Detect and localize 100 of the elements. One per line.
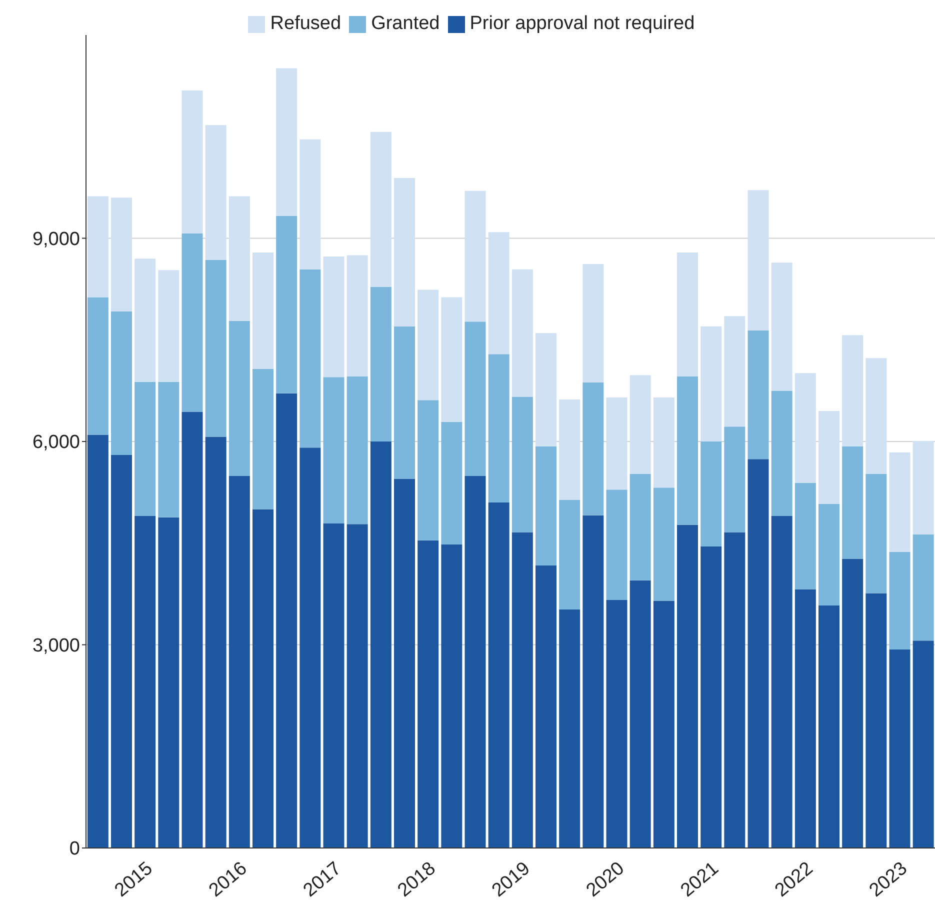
bar [276, 393, 298, 848]
y-tick-label: 0 [69, 838, 80, 860]
bar [158, 517, 180, 848]
bar [300, 448, 321, 848]
bar [582, 382, 604, 516]
bar [205, 260, 226, 437]
bar [866, 358, 887, 474]
bar [158, 382, 180, 518]
bar [346, 524, 368, 848]
bar [866, 593, 887, 848]
bar [842, 446, 864, 559]
bar [700, 442, 722, 547]
bar [748, 190, 769, 330]
bar [724, 426, 746, 532]
bar [252, 369, 274, 510]
bar [87, 196, 108, 298]
bar [771, 516, 792, 848]
bar [418, 290, 439, 400]
bar [228, 196, 250, 321]
bar [276, 68, 298, 216]
bar [300, 139, 321, 270]
bar [87, 434, 108, 848]
bar [559, 399, 580, 500]
bar [818, 504, 840, 606]
bar [748, 330, 769, 460]
bar [512, 532, 533, 848]
bar [252, 509, 274, 848]
bar [630, 474, 651, 580]
bar [370, 287, 392, 442]
bar [536, 565, 556, 848]
bar [582, 515, 604, 848]
bar [182, 90, 203, 234]
bar [818, 605, 840, 848]
bar [370, 132, 392, 288]
bar [606, 600, 628, 848]
bar [724, 532, 746, 848]
bar [794, 589, 816, 848]
bar [889, 552, 910, 650]
bar [630, 580, 651, 848]
bar [794, 482, 816, 590]
bar [771, 262, 792, 391]
bar [488, 502, 510, 848]
bar [158, 270, 180, 382]
bar [182, 412, 203, 848]
bar [512, 396, 533, 532]
legend-label: Prior approval not required [468, 13, 695, 35]
bar [394, 326, 415, 479]
y-tick-label: 6,000 [32, 432, 80, 454]
bar [464, 322, 486, 476]
bar [111, 198, 132, 312]
bar [559, 500, 580, 610]
bar [205, 436, 226, 848]
bar [87, 297, 108, 435]
bar [912, 640, 934, 848]
bar [323, 523, 344, 848]
bar [228, 476, 250, 848]
bar [677, 252, 698, 376]
bar [464, 190, 486, 322]
bar [653, 600, 674, 848]
bar [252, 252, 274, 370]
bar [300, 269, 321, 448]
y-tick-label: 9,000 [32, 228, 80, 250]
bar [111, 455, 132, 848]
bar [606, 397, 628, 490]
bar [630, 375, 651, 474]
bar [394, 478, 415, 848]
bar [418, 540, 439, 848]
bar [441, 422, 462, 544]
bar [700, 546, 722, 848]
bar [912, 440, 934, 534]
legend-label: Refused [269, 13, 342, 35]
bar [677, 376, 698, 525]
bar [512, 269, 533, 397]
bar [536, 333, 556, 446]
bar [842, 335, 864, 446]
bar [724, 316, 746, 427]
bar [794, 373, 816, 483]
bar [228, 320, 250, 476]
bar [111, 311, 132, 456]
bar [653, 397, 674, 488]
bar [889, 649, 910, 848]
bar [441, 544, 462, 848]
bar [653, 488, 674, 601]
bar [700, 326, 722, 442]
bar [582, 264, 604, 383]
bar [346, 376, 368, 524]
bar [323, 256, 344, 378]
bar [394, 178, 415, 326]
y-tick-label: 3,000 [32, 635, 80, 656]
bar [370, 442, 392, 848]
bar [771, 390, 792, 516]
bar [488, 232, 510, 354]
bar [134, 382, 156, 516]
bar [346, 255, 368, 376]
bar [818, 411, 840, 504]
bar [536, 446, 556, 566]
bar [606, 490, 628, 600]
bar [866, 474, 887, 594]
bar [441, 297, 462, 422]
legend-label: Granted [370, 13, 440, 35]
